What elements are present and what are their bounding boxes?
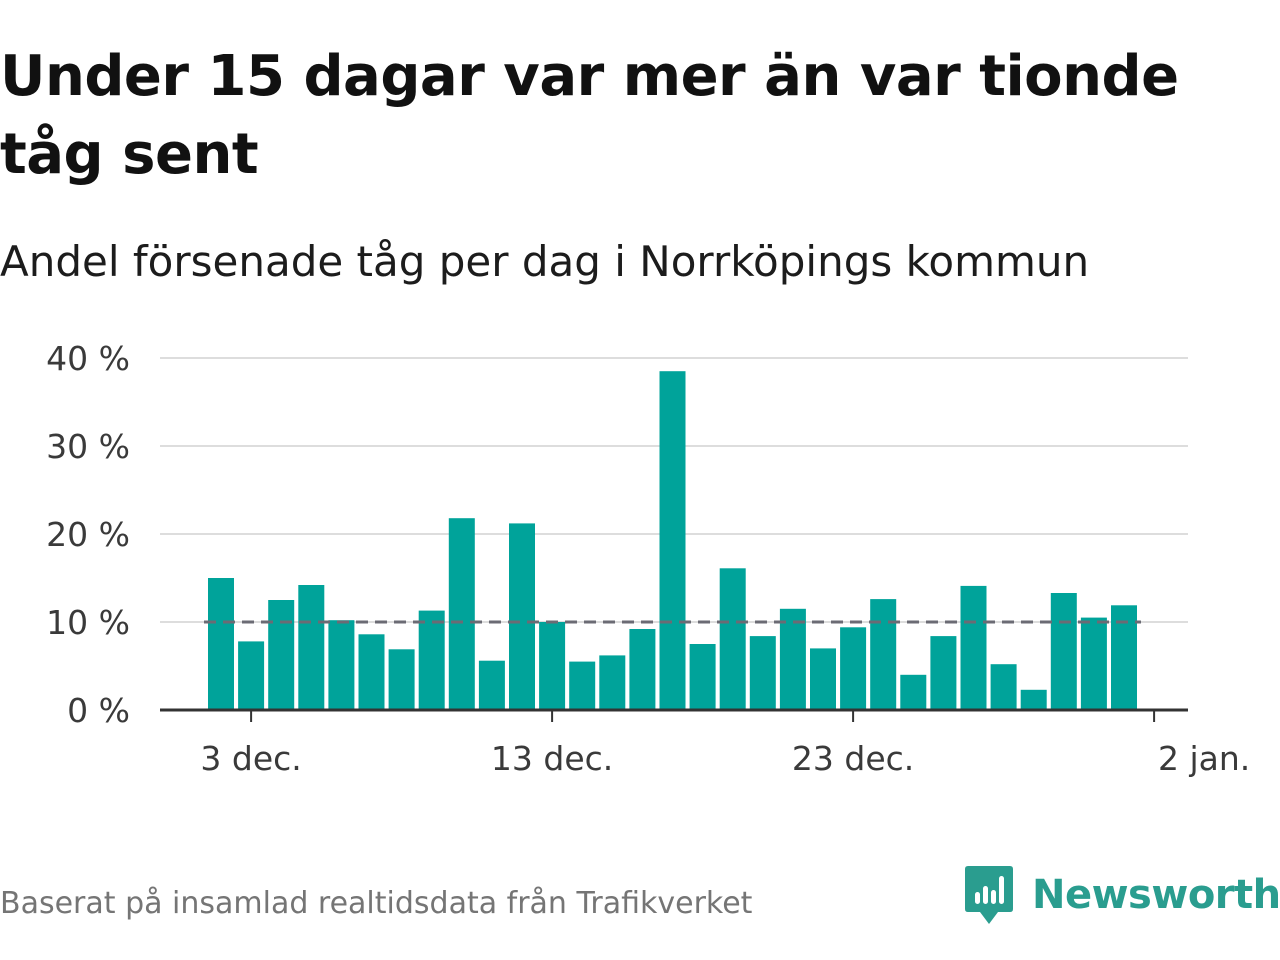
bar <box>448 518 475 710</box>
bar <box>810 648 836 710</box>
bar <box>478 660 505 710</box>
bar <box>569 661 596 710</box>
y-tick-label: 0 % <box>67 691 130 730</box>
source-note: Baserat på insamlad realtidsdata från Tr… <box>0 886 753 921</box>
y-tick-label: 30 % <box>46 427 130 466</box>
y-tick-label: 10 % <box>46 603 130 642</box>
bar <box>599 655 626 710</box>
x-tick-label: 13 dec. <box>491 739 613 778</box>
brand-logo[interactable]: Newsworthy <box>964 864 1280 926</box>
bar <box>238 641 265 710</box>
bar <box>509 523 535 710</box>
bar <box>298 585 325 710</box>
x-tick-label: 2 jan. <box>1158 739 1250 778</box>
bar <box>388 649 415 710</box>
newsworthy-logo-icon <box>965 866 1013 924</box>
bar <box>208 578 234 710</box>
bar <box>930 636 957 710</box>
bar <box>990 664 1017 710</box>
bar <box>1050 593 1077 710</box>
bar-chart: 0 % 10 % 20 % 30 % 40 % 3 dec. 13 dec. 23 dec.… <box>46 339 1250 778</box>
bar <box>719 568 746 710</box>
bar <box>418 610 445 710</box>
bar <box>358 634 385 710</box>
bar <box>629 629 656 710</box>
bar <box>539 622 566 710</box>
y-tick-label: 20 % <box>46 515 130 554</box>
bar <box>960 585 987 710</box>
x-tick-label: 3 dec. <box>200 739 301 778</box>
bar <box>328 620 355 710</box>
bar <box>1080 617 1107 710</box>
bar <box>659 371 686 710</box>
brand-name: Newsworthy <box>1032 872 1280 918</box>
bar <box>900 674 927 710</box>
bar <box>689 644 716 710</box>
x-axis: 3 dec. 13 dec. 23 dec. 2 jan. <box>160 708 1250 778</box>
bar <box>1020 689 1047 710</box>
x-tick-label: 23 dec. <box>792 739 914 778</box>
y-axis-labels: 0 % 10 % 20 % 30 % 40 % <box>46 339 130 730</box>
y-tick-label: 40 % <box>46 339 130 378</box>
bar <box>840 627 867 710</box>
bar <box>268 600 295 710</box>
chart-title: Under 15 dagar var mer än var tionde tåg… <box>0 44 1179 187</box>
bars <box>208 371 1137 710</box>
bar <box>749 636 776 710</box>
chart-subtitle: Andel försenade tåg per dag i Norrköping… <box>0 237 1090 286</box>
bar <box>779 608 806 710</box>
bar <box>870 599 897 710</box>
